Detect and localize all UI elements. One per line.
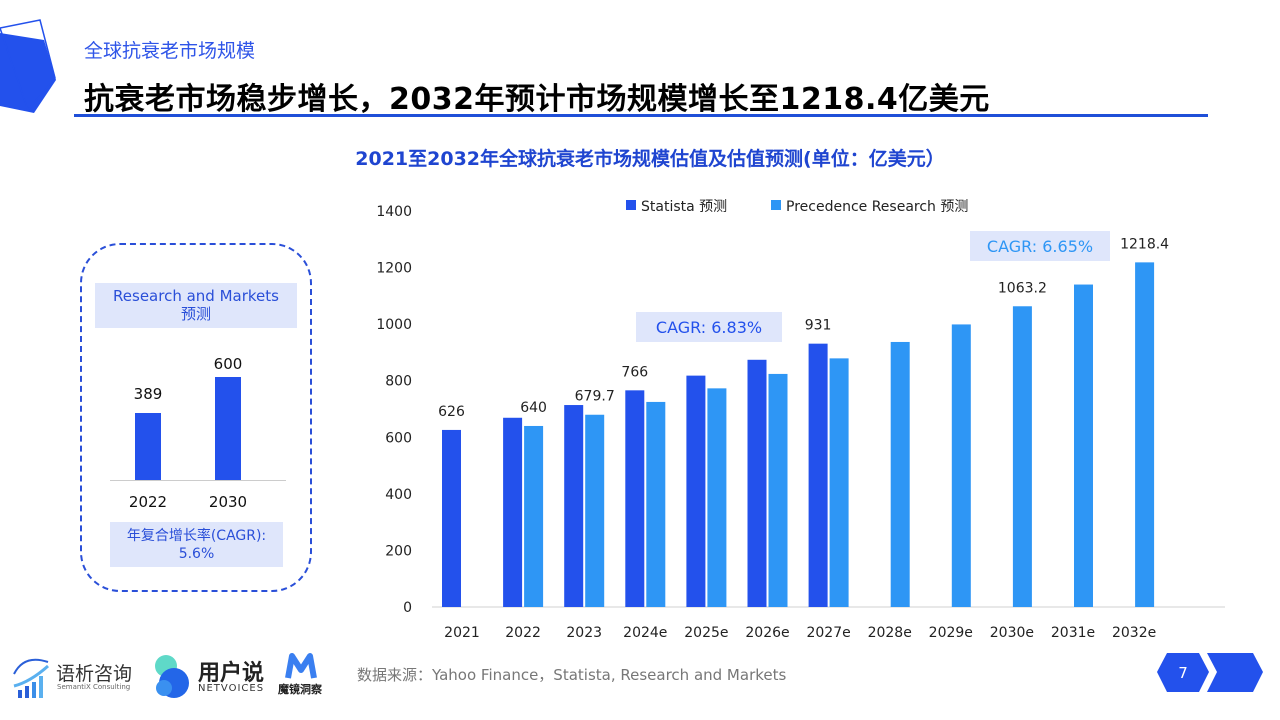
legend-swatch-precedence [771, 200, 781, 210]
page-title: 抗衰老市场稳步增长，2032年预计市场规模增长至1218.4亿美元 [84, 82, 990, 117]
bar-precedence-2024e [646, 401, 666, 607]
bar-precedence-2030e [1012, 306, 1032, 607]
bar-precedence-2025e [707, 388, 727, 607]
side-bar-2022 [135, 413, 161, 480]
data-label: 626 [438, 404, 465, 420]
side-source-line2: 预测 [180, 305, 211, 323]
legend-swatch-statista [626, 200, 636, 210]
bar-statista-2026e [747, 359, 767, 607]
x-tick-label: 2023 [566, 625, 602, 641]
bar-statista-2021 [442, 429, 461, 607]
bar-statista-2022 [503, 417, 523, 607]
side-category-label: 2030 [208, 493, 248, 511]
bar-precedence-2026e [768, 373, 788, 607]
mojing-logo-icon [285, 653, 317, 679]
chart-title: 2021至2032年全球抗衰老市场规模估值及估值预测(单位：亿美元） [355, 148, 945, 170]
bar-precedence-2028e [890, 341, 910, 607]
x-tick-label: 2022 [505, 625, 541, 641]
x-tick-label: 2029e [929, 625, 973, 641]
data-label: 1218.4 [1120, 236, 1169, 252]
bar-precedence-2031e [1074, 284, 1093, 607]
x-tick-label: 2027e [806, 625, 850, 641]
bar-statista-2024e [625, 390, 645, 607]
side-value-label: 389 [133, 385, 163, 403]
mojing-logo-text: 魔镜洞察 [278, 683, 322, 696]
x-tick-label: 2026e [745, 625, 789, 641]
page-number-badge [1157, 653, 1263, 692]
side-bar-2030 [215, 376, 241, 480]
data-label: 766 [621, 364, 648, 380]
bar-precedence-2023 [585, 414, 605, 607]
data-label: 931 [805, 318, 832, 334]
side-source-line1: Research and Markets [113, 287, 279, 305]
legend-label-statista: Statista 预测 [641, 199, 727, 215]
y-tick-label: 600 [385, 430, 412, 446]
y-tick-label: 200 [385, 543, 412, 559]
semantix-logo-subtext: SemantiX Consulting [57, 683, 131, 691]
bar-statista-2023 [564, 405, 584, 607]
bar-statista-2025e [686, 375, 706, 607]
bar-precedence-2022 [524, 425, 544, 607]
y-tick-label: 400 [385, 487, 412, 503]
side-axis-line [110, 480, 286, 481]
page-number: 7 [1178, 664, 1188, 682]
x-tick-label: 2028e [868, 625, 912, 641]
cagr-annotation-box [970, 231, 1110, 261]
x-tick-label: 2032e [1112, 625, 1156, 641]
side-cagr-box: 年复合增长率(CAGR): 5.6% [110, 522, 283, 567]
bar-statista-2027e [808, 343, 828, 607]
section-subtitle: 全球抗衰老市场规模 [84, 40, 256, 62]
netvoices-logo-text: 用户说 [198, 661, 265, 686]
side-cagr-value: 5.6% [178, 546, 215, 562]
x-tick-label: 2031e [1051, 625, 1095, 641]
corner-hexagon-decoration [0, 19, 56, 113]
side-source-box: Research and Markets 预测 [95, 283, 297, 328]
x-tick-label: 2021 [444, 625, 480, 641]
semantix-logo-icon [13, 658, 49, 698]
netvoices-logo-subtext: NETVOICES [198, 683, 265, 694]
semantix-logo-text: 语析咨询 [56, 663, 133, 685]
bar-precedence-2027e [829, 358, 849, 607]
x-tick-label: 2025e [684, 625, 728, 641]
x-tick-label: 2024e [623, 625, 667, 641]
data-label: 1063.2 [998, 280, 1047, 296]
data-label: 679.7 [575, 389, 615, 405]
y-tick-label: 0 [403, 600, 412, 616]
cagr-annotation-precedence: CAGR: 6.65% [987, 237, 1093, 256]
y-tick-label: 1000 [376, 317, 412, 333]
title-divider [74, 114, 1208, 117]
bar-precedence-2029e [951, 324, 971, 607]
x-tick-label: 2030e [990, 625, 1034, 641]
side-panel [80, 243, 312, 592]
y-tick-label: 1200 [376, 261, 412, 277]
y-tick-label: 1400 [376, 204, 412, 220]
netvoices-logo-icon [155, 655, 189, 698]
data-source-note: 数据来源：Yahoo Finance，Statista, Research an… [357, 666, 787, 684]
y-tick-label: 800 [385, 374, 412, 390]
side-value-label: 600 [213, 355, 243, 373]
side-cagr-label: 年复合增长率(CAGR): [126, 528, 267, 544]
legend: Statista 预测 Precedence Research 预测 [626, 199, 968, 215]
cagr-annotation-statista: CAGR: 6.83% [656, 318, 762, 337]
bar-precedence-2032e [1135, 262, 1155, 607]
cagr-annotation-box [636, 312, 782, 342]
legend-label-precedence: Precedence Research 预测 [786, 199, 968, 215]
side-category-label: 2022 [128, 493, 168, 511]
data-label: 640 [520, 400, 547, 416]
